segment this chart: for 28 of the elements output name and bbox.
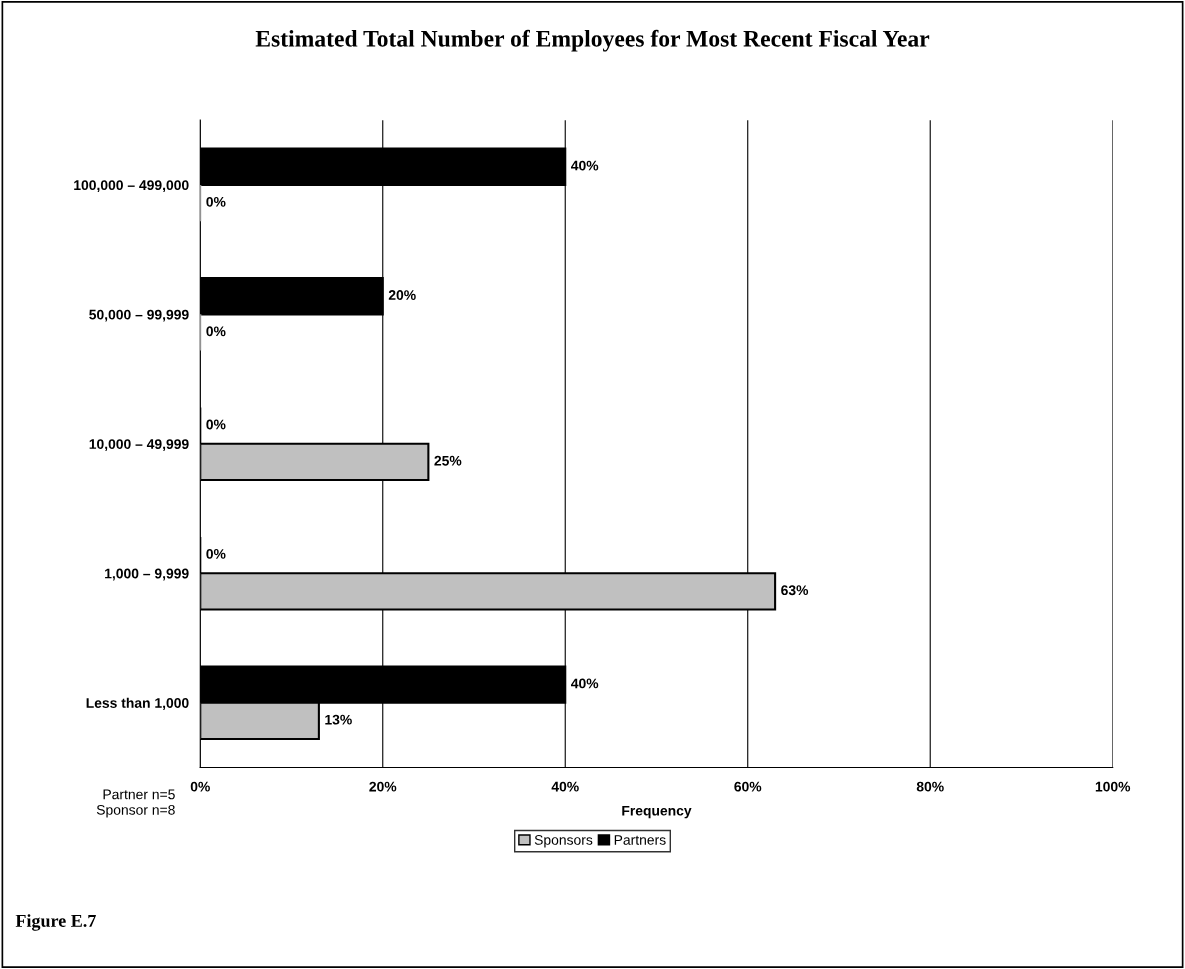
x-tick-label: 80% (916, 781, 944, 792)
data-label: 13% (325, 714, 352, 725)
data-label: 0% (206, 549, 226, 559)
x-tick-label: 0% (190, 781, 210, 792)
text: Sponsor n=8 (96, 804, 175, 818)
x-tick-label: 100% (1095, 781, 1131, 792)
data-label: 20% (388, 290, 416, 300)
data-label: 25% (434, 455, 462, 466)
data-label: 0% (206, 419, 226, 430)
y-tick-label: 10,000 – 49,999 (89, 439, 189, 451)
x-tick-label: 40% (551, 781, 579, 792)
data-label: 63% (781, 585, 809, 596)
chart-title: Estimated Total Number of Employees for Most Recent Fiscal Year (255, 29, 930, 52)
text: Partner n=5 (103, 789, 175, 800)
text: Figure E.7 (15, 914, 96, 931)
data-label: 40% (571, 160, 599, 171)
data-label: 40% (571, 678, 599, 689)
data-label: 0% (206, 196, 226, 207)
x-tick-label: 20% (369, 781, 397, 792)
y-tick-label: 100,000 – 499,000 (74, 180, 189, 193)
x-tick-label: 60% (734, 781, 762, 792)
x-axis-title: Frequency (622, 805, 692, 819)
legend-label: Sponsors (534, 834, 593, 848)
y-tick-label: 1,000 – 9,999 (105, 568, 189, 581)
y-tick-label: 50,000 – 99,999 (89, 309, 189, 322)
data-label: 0% (206, 326, 226, 337)
legend-label: Partners (614, 835, 666, 845)
y-tick-label: Less than 1,000 (86, 697, 189, 710)
